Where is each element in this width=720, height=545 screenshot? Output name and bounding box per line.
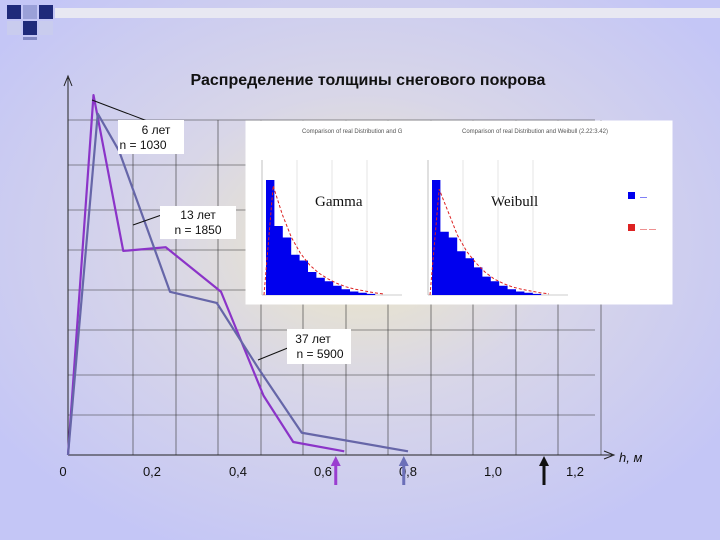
inset-panel-header: Comparison of real Distribution and G — [302, 129, 403, 135]
series-label-line: n = 1850 — [174, 223, 221, 237]
x-axis-arrow — [603, 450, 616, 460]
series-label-line: 6 лет — [142, 123, 171, 137]
decor-bar — [55, 8, 720, 18]
x-tick-label: 0,6 — [314, 464, 332, 479]
inset-fit-curve — [263, 185, 384, 296]
x-tick-labels: 0 0,2 0,4 0,6 0,8 1,0 1,2 — [59, 464, 584, 479]
series-line-0 — [66, 94, 345, 456]
inset-panel-title: Weibull — [491, 194, 538, 210]
inset-panel-weibull: Comparison of real Distribution and Weib… — [427, 129, 608, 296]
inset-histogram — [432, 180, 542, 295]
inset-legend-swatch — [628, 192, 635, 199]
series-label-line: n = 5900 — [296, 347, 343, 361]
series-label-line: 13 лет — [180, 208, 216, 222]
decor-square — [39, 21, 53, 35]
marker-arrow-head — [539, 456, 549, 466]
x-axis-label: h, м — [619, 450, 642, 465]
series-line-1 — [66, 112, 409, 456]
callout-leader — [91, 99, 151, 123]
inset-panel-header: Comparison of real Distribution and Weib… — [462, 129, 608, 135]
x-tick-label: 0 — [59, 464, 66, 479]
inset-histogram — [266, 180, 376, 295]
x-tick-label: 0,8 — [399, 464, 417, 479]
x-tick-label: 1,0 — [484, 464, 502, 479]
chart-title: Распределение толщины снегового покрова — [191, 72, 546, 89]
x-tick-label: 0,4 — [229, 464, 247, 479]
decor-square — [7, 5, 21, 19]
inset-legend-text: — — [640, 194, 647, 201]
inset-legend-text: — — — [640, 226, 656, 233]
series-layer — [66, 94, 409, 456]
decor-square — [23, 37, 37, 40]
decor-square — [23, 5, 37, 19]
x-tick-label: 0,2 — [143, 464, 161, 479]
series-label-6: 6 лет n = 1030 — [118, 120, 184, 154]
series-label-line: n = 1030 — [119, 138, 166, 152]
decor-square — [39, 5, 53, 19]
series-label-13: 13 лет n = 1850 — [160, 206, 236, 239]
decor-square — [7, 21, 21, 35]
inset-panel-gamma: Comparison of real Distribution and G Ga… — [261, 129, 403, 296]
series-label-line: 37 лет — [295, 332, 331, 346]
series-label-box — [160, 206, 236, 239]
series-label-box — [287, 329, 351, 364]
marker-arrow-head — [398, 456, 409, 466]
inset-panel-title: Gamma — [315, 194, 363, 210]
x-tick-label: 1,2 — [566, 464, 584, 479]
marker-arrow-head — [330, 456, 341, 466]
markers-layer — [330, 456, 549, 485]
decor-squares — [7, 5, 720, 40]
inset-fit-curve — [429, 189, 550, 296]
inset-legend-swatch — [628, 224, 635, 231]
series-label-37: 37 лет n = 5900 — [287, 329, 351, 364]
inset-legend: — — — — [628, 192, 656, 233]
decor-square — [23, 21, 37, 35]
y-axis-arrow — [63, 74, 73, 87]
axes — [63, 74, 616, 460]
series-label-box — [118, 120, 184, 154]
inset-figure: Comparison of real Distribution and G Ga… — [245, 120, 673, 305]
